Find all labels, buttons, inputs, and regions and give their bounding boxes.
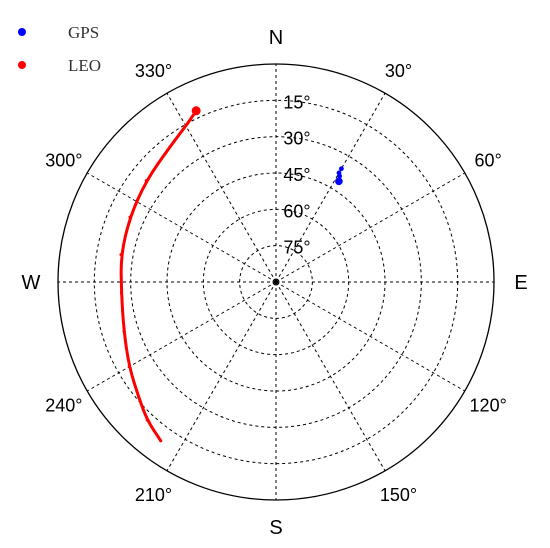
azimuth-spoke-210	[166, 281, 277, 472]
elevation-tick-label: 15°	[283, 92, 310, 112]
azimuth-spokes	[58, 64, 494, 500]
azimuth-tick-label: S	[269, 517, 282, 539]
leo-point	[137, 395, 141, 399]
legend-label-leo: LEO	[68, 56, 101, 75]
leo-point	[145, 418, 149, 422]
azimuth-spoke-240	[86, 281, 277, 392]
azimuth-spoke-330	[166, 92, 277, 283]
leo-point	[159, 439, 163, 443]
azimuth-tick-label: 120°	[470, 396, 507, 416]
azimuth-tick-label: N	[269, 27, 283, 49]
leo-point	[128, 215, 132, 219]
azimuth-tick-label: 30°	[385, 61, 412, 81]
elevation-tick-label: 30°	[283, 129, 310, 149]
azimuth-tick-label: 60°	[475, 151, 502, 171]
elevation-tick-label: 60°	[283, 201, 310, 221]
legend-label-gps: GPS	[68, 23, 99, 42]
gps-segment	[338, 172, 341, 177]
legend-marker-gps	[18, 28, 26, 36]
azimuth-tick-label: 150°	[380, 485, 417, 505]
azimuth-tick-label: E	[514, 272, 527, 294]
leo-point	[168, 144, 172, 148]
azimuth-spoke-300	[86, 172, 277, 283]
leo-point	[186, 121, 190, 125]
leo-point	[122, 329, 126, 333]
azimuth-tick-label: 210°	[135, 485, 172, 505]
azimuth-tick-label: 240°	[45, 396, 82, 416]
leo-track	[119, 109, 198, 443]
leo-point	[119, 253, 123, 257]
azimuth-tick-label: W	[22, 272, 41, 294]
azimuth-spoke-120	[275, 281, 466, 392]
azimuth-tick-label: 330°	[135, 61, 172, 81]
leo-start-marker	[191, 106, 201, 116]
leo-point	[119, 291, 123, 295]
series-leo	[119, 106, 201, 443]
leo-point	[144, 179, 148, 183]
elevation-tick-label: 75°	[283, 238, 310, 258]
elevation-labels: 15° 30° 45° 60° 75°	[283, 92, 310, 257]
azimuth-spoke-150	[275, 281, 386, 472]
azimuth-tick-label: 300°	[45, 151, 82, 171]
data-series	[119, 106, 344, 443]
azimuth-spoke-30	[275, 92, 386, 283]
gps-segment	[338, 168, 343, 174]
leo-point	[127, 365, 131, 369]
series-gps	[335, 166, 344, 186]
gps-segment	[338, 176, 341, 182]
legend: GPS LEO	[18, 23, 101, 75]
elevation-tick-label: 45°	[283, 165, 310, 185]
azimuth-labels: N 30° 60° E 120° 150° S 210° 240° W 300° 330°	[22, 27, 528, 539]
legend-marker-leo	[18, 61, 26, 69]
azimuth-spoke-60	[275, 172, 466, 283]
